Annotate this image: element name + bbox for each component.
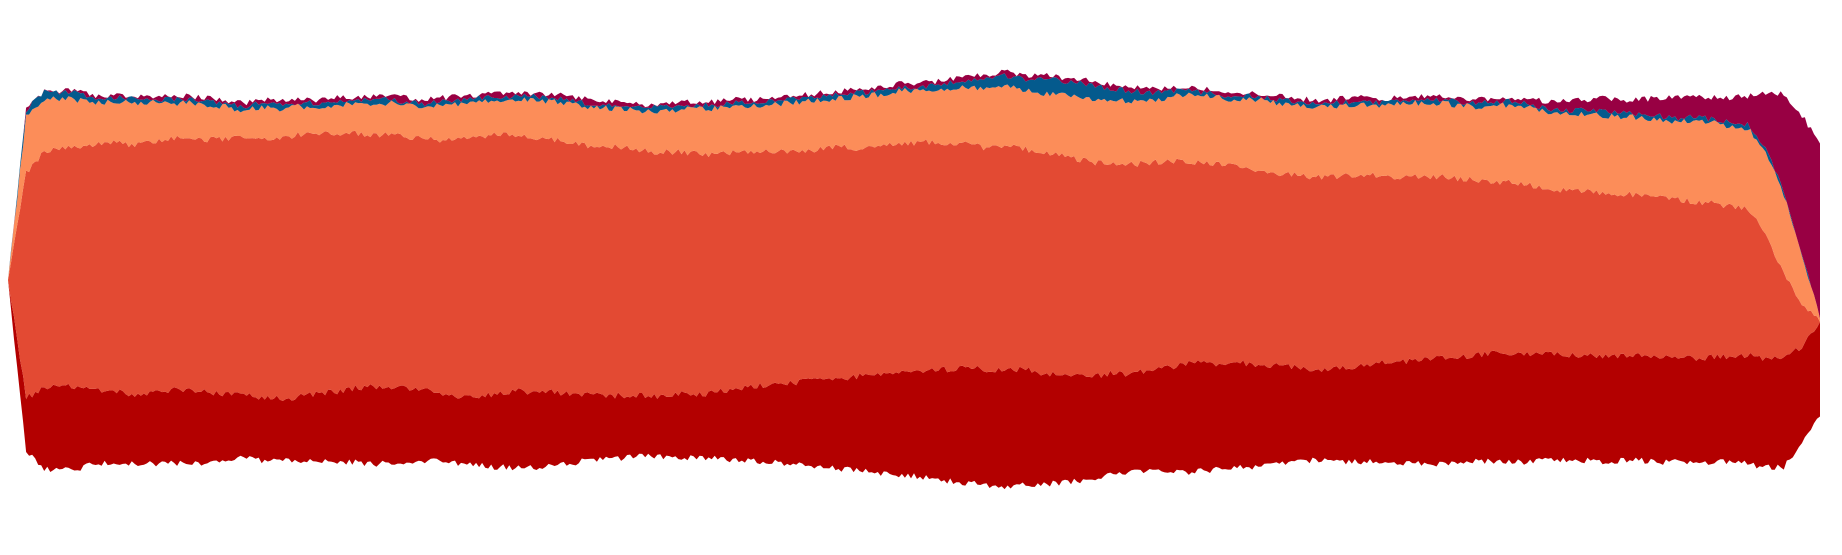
stream-layer-3 [8,84,1820,322]
stream-layers [8,69,1820,490]
stream-layer-2 [8,130,1820,401]
stream-layer-4 [8,73,1820,319]
stream-layer-1 [8,280,1820,490]
